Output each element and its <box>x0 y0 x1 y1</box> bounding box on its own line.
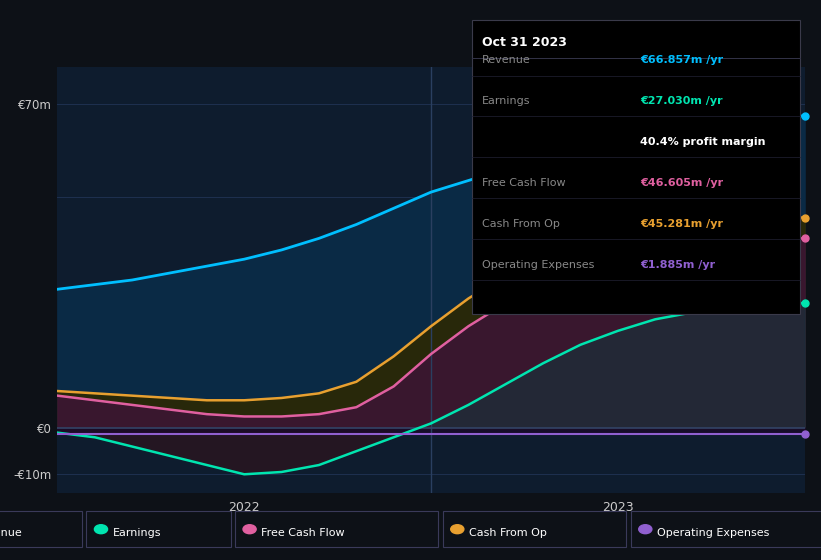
Text: €1.885m /yr: €1.885m /yr <box>640 260 716 270</box>
Text: Cash From Op: Cash From Op <box>469 528 547 538</box>
Text: Free Cash Flow: Free Cash Flow <box>482 178 566 188</box>
Text: Oct 31 2023: Oct 31 2023 <box>482 36 566 49</box>
Text: €66.857m /yr: €66.857m /yr <box>640 55 723 66</box>
Text: Operating Expenses: Operating Expenses <box>657 528 769 538</box>
Text: Revenue: Revenue <box>0 528 22 538</box>
Text: Operating Expenses: Operating Expenses <box>482 260 594 270</box>
Text: Revenue: Revenue <box>482 55 530 66</box>
Text: €46.605m /yr: €46.605m /yr <box>640 178 723 188</box>
Text: Free Cash Flow: Free Cash Flow <box>261 528 345 538</box>
Text: Earnings: Earnings <box>482 96 530 106</box>
Text: €45.281m /yr: €45.281m /yr <box>640 219 723 229</box>
Text: Cash From Op: Cash From Op <box>482 219 560 229</box>
Text: Earnings: Earnings <box>112 528 161 538</box>
Text: €27.030m /yr: €27.030m /yr <box>640 96 723 106</box>
Text: 40.4% profit margin: 40.4% profit margin <box>640 137 766 147</box>
